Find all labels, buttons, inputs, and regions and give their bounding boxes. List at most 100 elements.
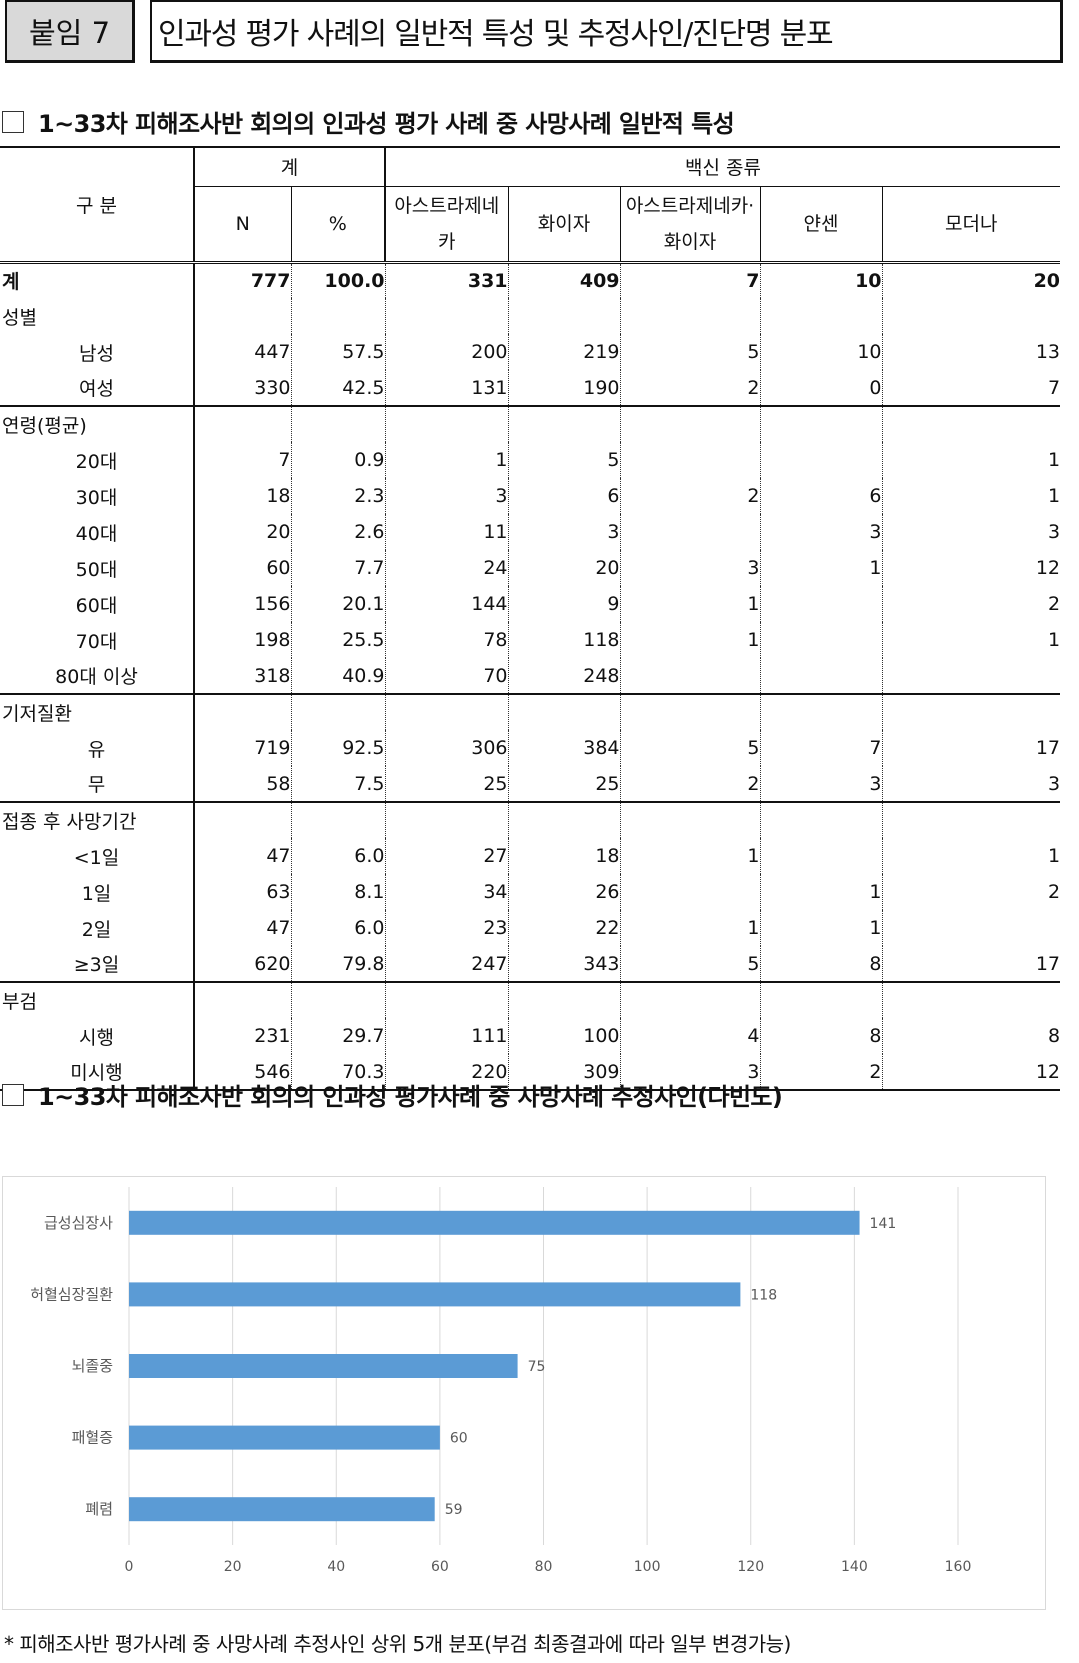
table-header-janssen: 얀센: [760, 185, 883, 264]
cell-pct: [291, 298, 386, 334]
cell-azpf: [620, 514, 761, 550]
table-row: 성별: [0, 298, 1060, 334]
cell-az: 144: [385, 586, 509, 622]
row-label: 시행: [0, 1018, 195, 1054]
x-tick-label: 120: [737, 1559, 764, 1575]
table-row: 남성 447 57.5 200 219 5 10 13: [0, 334, 1060, 370]
cell-azpf: 1: [620, 622, 761, 658]
cell-n: 231: [194, 1018, 292, 1054]
cell-pfizer: 5: [508, 442, 621, 478]
data-label: 75: [528, 1359, 546, 1375]
row-label: 계: [0, 262, 195, 298]
cell-pct: 6.0: [291, 910, 386, 946]
category-label: 급성심장사: [44, 1214, 113, 1232]
row-label: ≥3일: [0, 946, 195, 983]
category-label: 폐렴: [85, 1500, 113, 1518]
table-row: 접종 후 사망기간: [0, 802, 1060, 838]
cell-pct: 100.0: [291, 262, 386, 298]
cell-pct: 2.3: [291, 478, 386, 514]
cell-moderna: [882, 406, 1060, 442]
appendix-header: 붙임 7 인과성 평가 사례의 일반적 특성 및 추정사인/진단명 분포: [0, 0, 1070, 66]
table-row: 70대 198 25.5 78 118 1 1: [0, 622, 1060, 658]
cell-pct: 57.5: [291, 334, 386, 370]
cell-pct: 92.5: [291, 730, 386, 766]
appendix-tag: 붙임 7: [5, 0, 135, 63]
table-header-category: 구 분: [0, 146, 195, 264]
cell-pfizer: 384: [508, 730, 621, 766]
cell-pct: 29.7: [291, 1018, 386, 1054]
cell-az: 27: [385, 838, 509, 874]
cell-azpf: [620, 298, 761, 334]
cell-azpf: 5: [620, 334, 761, 370]
cell-janssen: 10: [760, 334, 883, 370]
cell-janssen: [760, 838, 883, 874]
cell-janssen: 1: [760, 874, 883, 910]
cell-janssen: [760, 406, 883, 442]
table-row: 2일 47 6.0 23 22 1 1: [0, 910, 1060, 946]
cell-moderna: [882, 658, 1061, 695]
cell-pct: 7.7: [291, 550, 386, 586]
checkbox-icon: [2, 110, 24, 133]
cell-azpf: 3: [620, 550, 761, 586]
data-label: 118: [750, 1287, 777, 1303]
cell-n: 18: [194, 478, 292, 514]
cell-janssen: 6: [760, 478, 883, 514]
cell-janssen: [760, 586, 883, 622]
cell-az: 111: [385, 1018, 509, 1054]
cell-n: 777: [194, 262, 292, 298]
table-header-pct: %: [291, 185, 387, 264]
row-label: 남성: [0, 334, 195, 370]
characteristics-table: 구 분 계 백신 종류 N % 아스트라제네카 화이자 아스트라제네카·화이자 …: [0, 146, 1061, 1091]
cell-pfizer: 26: [508, 874, 621, 910]
cell-moderna: [882, 694, 1060, 730]
cell-az: 78: [385, 622, 509, 658]
cell-n: 330: [194, 370, 292, 407]
cell-moderna: 13: [1035, 341, 1061, 363]
cell-janssen: [760, 298, 883, 334]
cell-pct: 2.6: [291, 514, 386, 550]
x-tick-label: 60: [431, 1559, 449, 1575]
chart-svg: 0 20 40 60 80 100 120 140 160 급성심장사 141 허혈심장질환 118 뇌졸…: [30, 1187, 972, 1575]
cell-moderna: 12: [882, 1054, 1061, 1091]
cell-pct: [291, 694, 386, 730]
cell-pfizer: 248: [508, 658, 621, 695]
cause-of-death-chart: 0 20 40 60 80 100 120 140 160 급성심장사 141 허혈심장질환 118 뇌졸…: [2, 1176, 1046, 1610]
cell-azpf: [620, 802, 761, 838]
table-header-az-pfizer-text: 아스트라제네카·화이자: [625, 194, 755, 253]
cell-moderna: [882, 982, 1060, 1018]
table-row: 시행 231 29.7 111 100 4 8 8: [0, 1018, 1060, 1054]
cell-pct: 40.9: [291, 658, 386, 695]
x-tick-label: 40: [327, 1559, 345, 1575]
cell-n: 58: [194, 766, 292, 803]
cell-janssen: 1: [760, 550, 883, 586]
table-row: 50대 60 7.7 24 20 3 1 12: [0, 550, 1060, 586]
cell-n: [194, 982, 292, 1018]
table-section-heading-text: 1~33차 피해조사반 회의의 인과성 평가 사례 중 사망사례 일반적 특성: [38, 110, 735, 138]
cell-azpf: 2: [620, 766, 761, 803]
table-row: 1일 63 8.1 34 26 1 2: [0, 874, 1060, 910]
cell-janssen: [760, 622, 883, 658]
bar: [129, 1497, 435, 1522]
cell-azpf: 1: [620, 586, 761, 622]
cell-az: 25: [385, 766, 509, 803]
cell-pct: 20.1: [291, 586, 386, 622]
row-label: 40대: [0, 514, 195, 550]
row-label: 접종 후 사망기간: [0, 802, 195, 838]
cell-az: 3: [385, 478, 509, 514]
cell-azpf: 1: [620, 910, 761, 946]
cell-az: 70: [385, 658, 509, 695]
cell-azpf: 2: [620, 478, 761, 514]
cell-janssen: [760, 694, 883, 730]
bar: [129, 1282, 741, 1307]
cell-janssen: 7: [760, 730, 883, 766]
checkbox-icon: [2, 1083, 24, 1106]
cell-pct: 6.0: [291, 838, 386, 874]
cell-az: [385, 694, 509, 730]
cell-pfizer: 25: [508, 766, 621, 803]
x-tick-label: 160: [945, 1559, 972, 1575]
table-row: 무 58 7.5 25 25 2 3 3: [0, 766, 1061, 803]
data-label: 59: [445, 1502, 463, 1518]
cell-janssen: 10: [760, 262, 883, 298]
cell-az: 23: [385, 910, 509, 946]
table-row: 유 719 92.5 306 384 5 7 17: [0, 730, 1060, 766]
